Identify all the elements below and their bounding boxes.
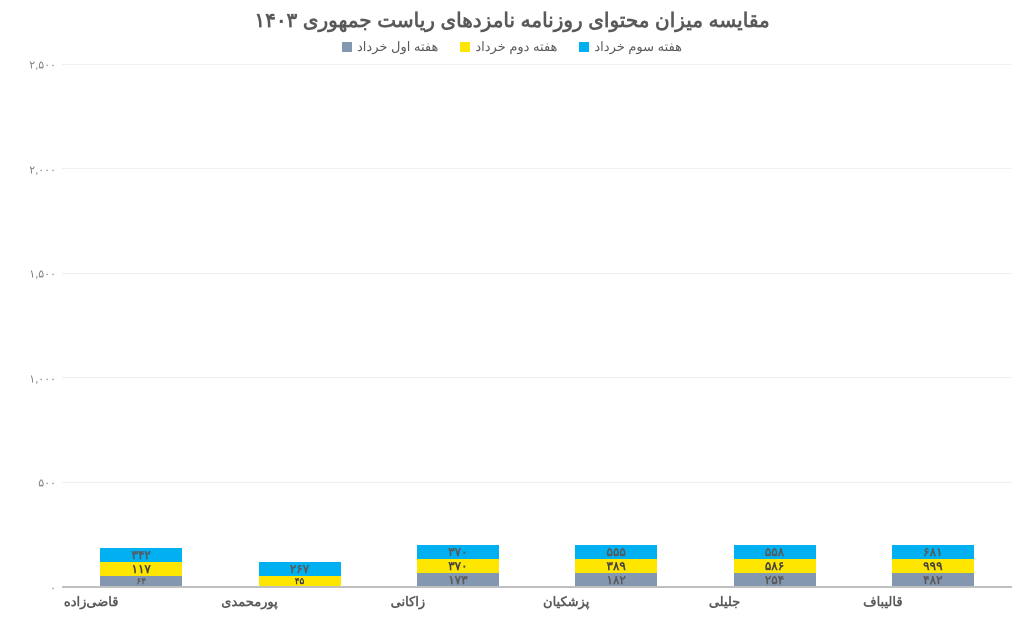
y-tick-label: ۰: [12, 582, 62, 595]
segment-value-label: ۲۶۷: [290, 562, 309, 576]
bar-segment-w3: ۳۴۲: [100, 548, 182, 562]
x-tick-label: پزشکیان: [525, 594, 607, 610]
y-tick-label: ۲,۵۰۰: [12, 59, 62, 72]
x-tick-label: جلیلی: [684, 594, 766, 610]
legend-label-w2: هفته دوم خرداد: [475, 39, 557, 55]
segment-value-label: ۵۵۵: [607, 545, 626, 559]
segment-value-label: ۳۴۲: [132, 548, 151, 562]
segment-value-label: ۱۱۷: [132, 562, 151, 576]
legend-label-w3: هفته سوم خرداد: [594, 39, 682, 55]
plot-area: ۶۸۱۹۹۹۴۸۲۵۵۸۵۸۶۲۵۴۵۵۵۳۸۹۱۸۲۳۷۰۳۷۰۱۷۳۲۶۷۴…: [62, 65, 1012, 588]
segment-value-label: ۳۷۰: [448, 559, 467, 573]
bars-layer: ۶۸۱۹۹۹۴۸۲۵۵۸۵۸۶۲۵۴۵۵۵۳۸۹۱۸۲۳۷۰۳۷۰۱۷۳۲۶۷۴…: [62, 65, 1012, 587]
legend-item-w2: هفته دوم خرداد: [460, 39, 557, 55]
bar-segment-w2: ۵۸۶: [734, 559, 816, 573]
segment-value-label: ۴۸۲: [923, 573, 942, 587]
bar-segment-w3: ۵۵۵: [575, 545, 657, 559]
bar-segment-w3: ۲۶۷: [259, 562, 341, 576]
bar-segment-w1: ۲۵۴: [734, 573, 816, 587]
bar-group: ۶۸۱۹۹۹۴۸۲: [892, 545, 974, 587]
segment-value-label: ۱۷۳: [448, 573, 467, 587]
legend-item-w1: هفته اول خرداد: [342, 39, 438, 55]
segment-value-label: ۹۹۹: [923, 559, 942, 573]
gridline: [62, 273, 1012, 274]
bar-segment-w1: ۱۷۳: [417, 573, 499, 587]
segment-value-label: ۲۵۴: [765, 573, 784, 587]
bar-group: ۲۶۷۴۵: [259, 562, 341, 587]
y-axis: ۰۵۰۰۱,۰۰۰۱,۵۰۰۲,۰۰۰۲,۵۰۰: [12, 65, 62, 588]
bar-segment-w1: ۱۸۲: [575, 573, 657, 587]
segment-value-label: ۳۸۹: [607, 559, 626, 573]
x-tick-label: قالیباف: [842, 594, 924, 610]
bar-segment-w2: ۹۹۹: [892, 559, 974, 573]
bar-group: ۳۴۲۱۱۷۶۴: [100, 548, 182, 587]
legend-swatch-w2: [460, 42, 470, 52]
x-tick-label: زاکانی: [367, 594, 449, 610]
bar-segment-w1: ۴۸۲: [892, 573, 974, 587]
x-tick-label: قاضی‌زاده: [50, 594, 132, 610]
bar-segment-w2: ۳۷۰: [417, 559, 499, 573]
segment-value-label: ۵۸۶: [765, 559, 784, 573]
bar-segment-w3: ۳۷۰: [417, 545, 499, 559]
bar-group: ۵۵۵۳۸۹۱۸۲: [575, 545, 657, 587]
segment-value-label: ۶۸۱: [923, 545, 942, 559]
x-tick-label: پورمحمدی: [209, 594, 291, 610]
plot-wrapper: ۰۵۰۰۱,۰۰۰۱,۵۰۰۲,۰۰۰۲,۵۰۰ ۶۸۱۹۹۹۴۸۲۵۵۸۵۸۶…: [12, 65, 1012, 588]
legend-item-w3: هفته سوم خرداد: [579, 39, 682, 55]
legend-swatch-w3: [579, 42, 589, 52]
gridline: [62, 482, 1012, 483]
bar-segment-w2: ۱۱۷: [100, 562, 182, 576]
y-tick-label: ۱,۰۰۰: [12, 372, 62, 385]
segment-value-label: ۵۵۸: [765, 545, 784, 559]
gridline: [62, 64, 1012, 65]
y-tick-label: ۵۰۰: [12, 477, 62, 490]
gridline: [62, 377, 1012, 378]
segment-value-label: ۱۸۲: [607, 573, 626, 587]
legend: هفته اول خرداد هفته دوم خرداد هفته سوم خ…: [12, 39, 1012, 55]
segment-value-label: ۳۷۰: [448, 545, 467, 559]
chart-container: مقایسه میزان محتوای روزنامه نامزدهای ریا…: [0, 0, 1024, 626]
y-tick-label: ۲,۰۰۰: [12, 163, 62, 176]
y-tick-label: ۱,۵۰۰: [12, 268, 62, 281]
bar-group: ۵۵۸۵۸۶۲۵۴: [734, 545, 816, 587]
bar-segment-w3: ۶۸۱: [892, 545, 974, 559]
bar-group: ۳۷۰۳۷۰۱۷۳: [417, 545, 499, 587]
legend-label-w1: هفته اول خرداد: [357, 39, 438, 55]
legend-swatch-w1: [342, 42, 352, 52]
bar-segment-w3: ۵۵۸: [734, 545, 816, 559]
gridline: [62, 168, 1012, 169]
bar-segment-w2: ۳۸۹: [575, 559, 657, 573]
x-axis-labels: قالیباف جلیلی پزشکیان زاکانی پورمحمدی قاضی‌زا…: [12, 588, 1012, 614]
x-axis-line: [62, 586, 1012, 587]
chart-title: مقایسه میزان محتوای روزنامه نامزدهای ریا…: [12, 8, 1012, 33]
